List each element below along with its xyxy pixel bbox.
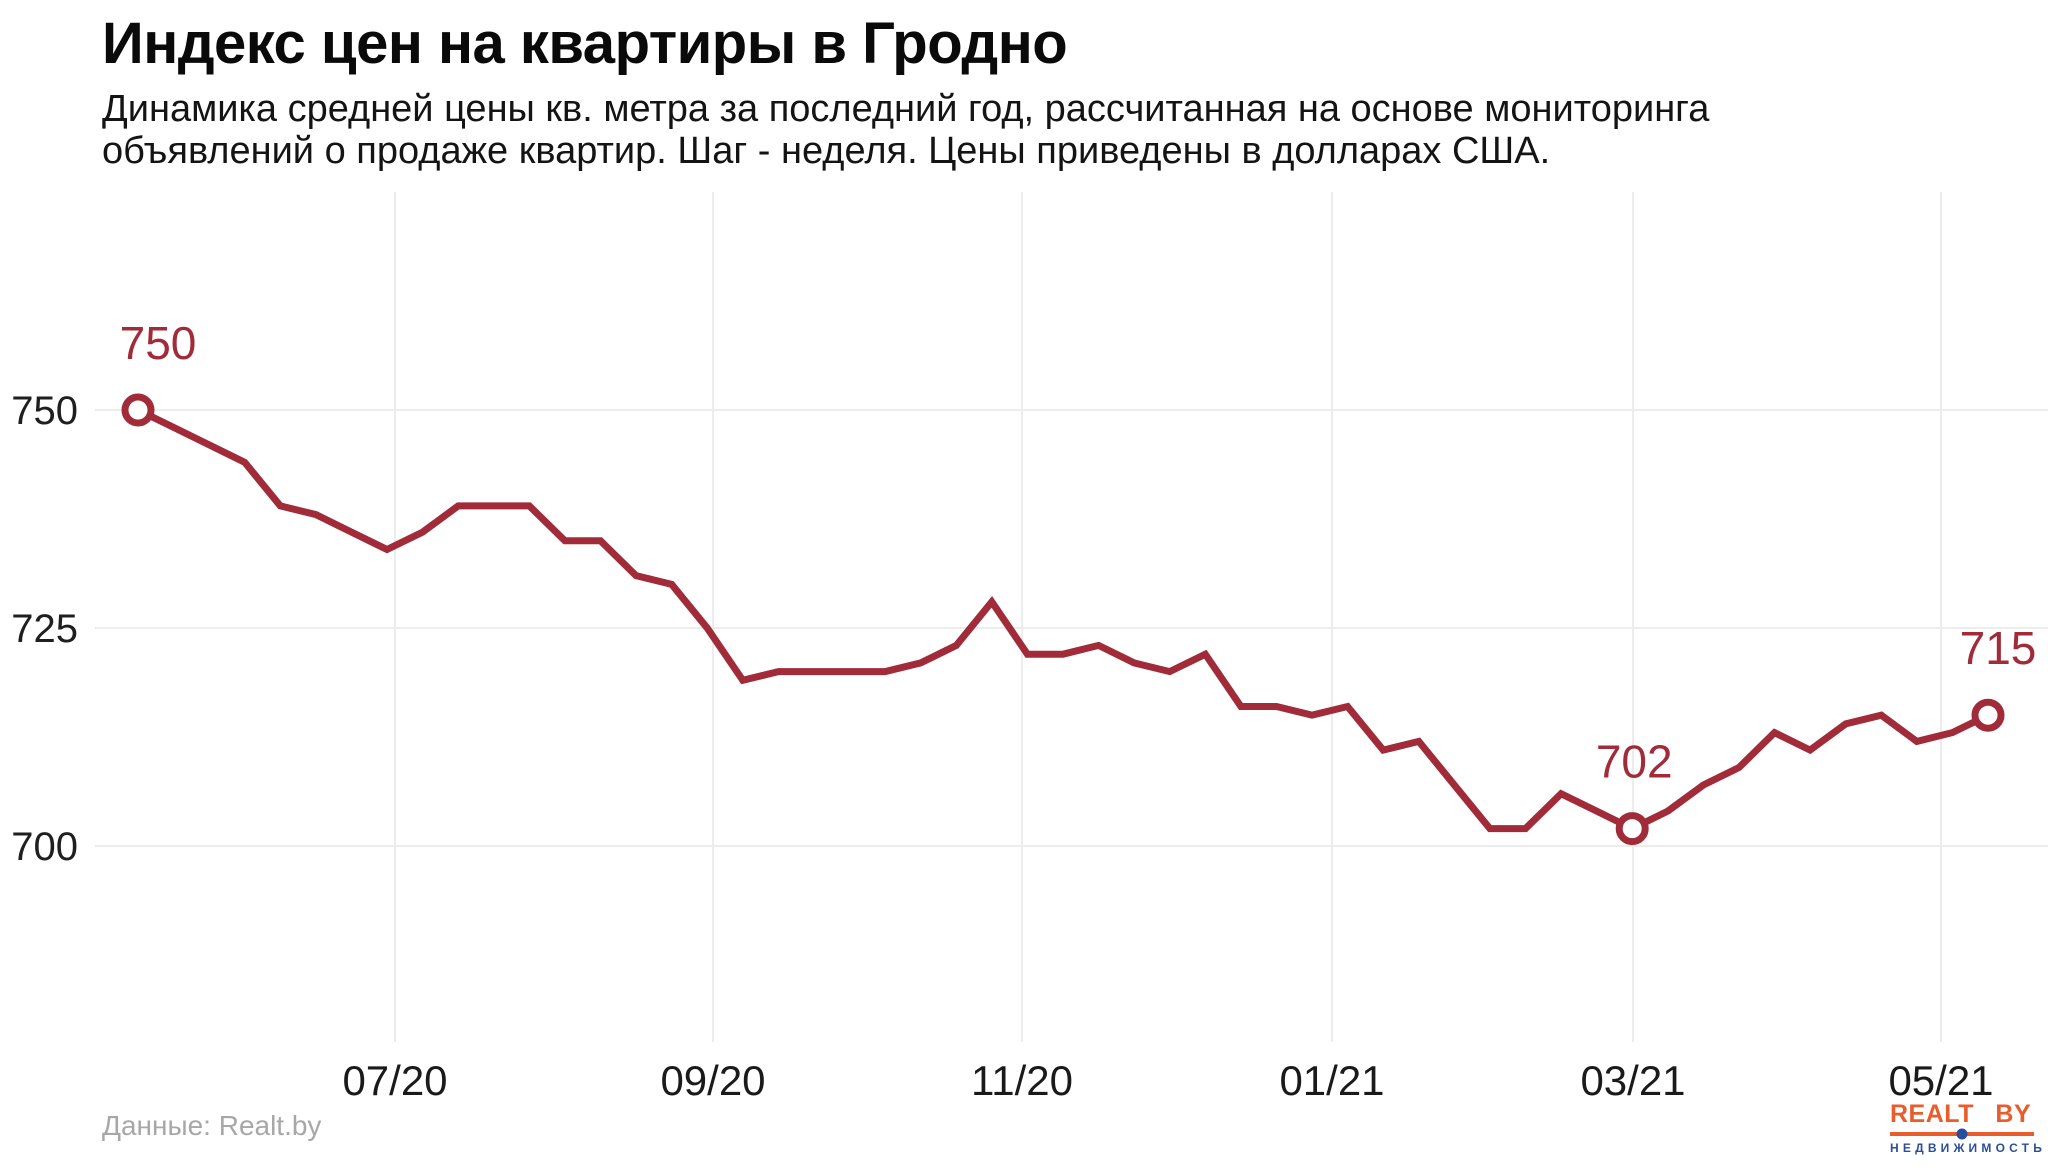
- chart-title: Индекс цен на квартиры в Гродно: [102, 11, 1068, 76]
- data-point-marker: [1971, 698, 2005, 732]
- annotations: 750 702 715: [120, 317, 2037, 846]
- logo-underline: [1890, 1128, 2034, 1140]
- y-axis-label: 700: [11, 825, 78, 869]
- realt-by-logo: REALT BY НЕДВИЖИМОСТЬ: [1890, 1100, 2047, 1155]
- subtitle-line-1: Динамика средней цены кв. метра за после…: [102, 88, 1710, 130]
- chart-subtitle: Динамика средней цены кв. метра за после…: [102, 88, 1709, 172]
- x-axis-labels: 07/20 09/20 11/20 01/21 03/21 05/21: [342, 1057, 1993, 1104]
- x-axis-label: 09/20: [660, 1057, 765, 1104]
- y-axis-label: 750: [11, 389, 78, 433]
- logo-tagline: НЕДВИЖИМОСТЬ: [1890, 1141, 2047, 1155]
- x-axis-label: 01/21: [1279, 1057, 1384, 1104]
- data-point-marker: [1615, 812, 1649, 846]
- logo-wordmark: REALT BY: [1890, 1100, 2032, 1128]
- logo-dot-icon: [1956, 1128, 1968, 1140]
- x-axis-label: 07/20: [342, 1057, 447, 1104]
- x-axis-label: 05/21: [1888, 1057, 1993, 1104]
- y-axis-labels: 750 725 700: [11, 389, 78, 869]
- point-value-label: 702: [1596, 736, 1673, 788]
- point-value-label: 715: [1960, 622, 2037, 674]
- data-point-marker: [121, 393, 155, 427]
- price-trend-line: [136, 406, 1990, 833]
- x-axis-label: 03/21: [1580, 1057, 1685, 1104]
- x-axis-label: 11/20: [971, 1057, 1073, 1104]
- point-value-label: 750: [120, 317, 197, 369]
- y-axis-label: 725: [11, 607, 78, 651]
- source-credit: Данные: Realt.by: [102, 1110, 322, 1141]
- gridlines: [95, 192, 2048, 1042]
- subtitle-line-2: объявлений о продаже квартир. Шаг - неде…: [102, 130, 1551, 172]
- price-series: [136, 406, 1990, 833]
